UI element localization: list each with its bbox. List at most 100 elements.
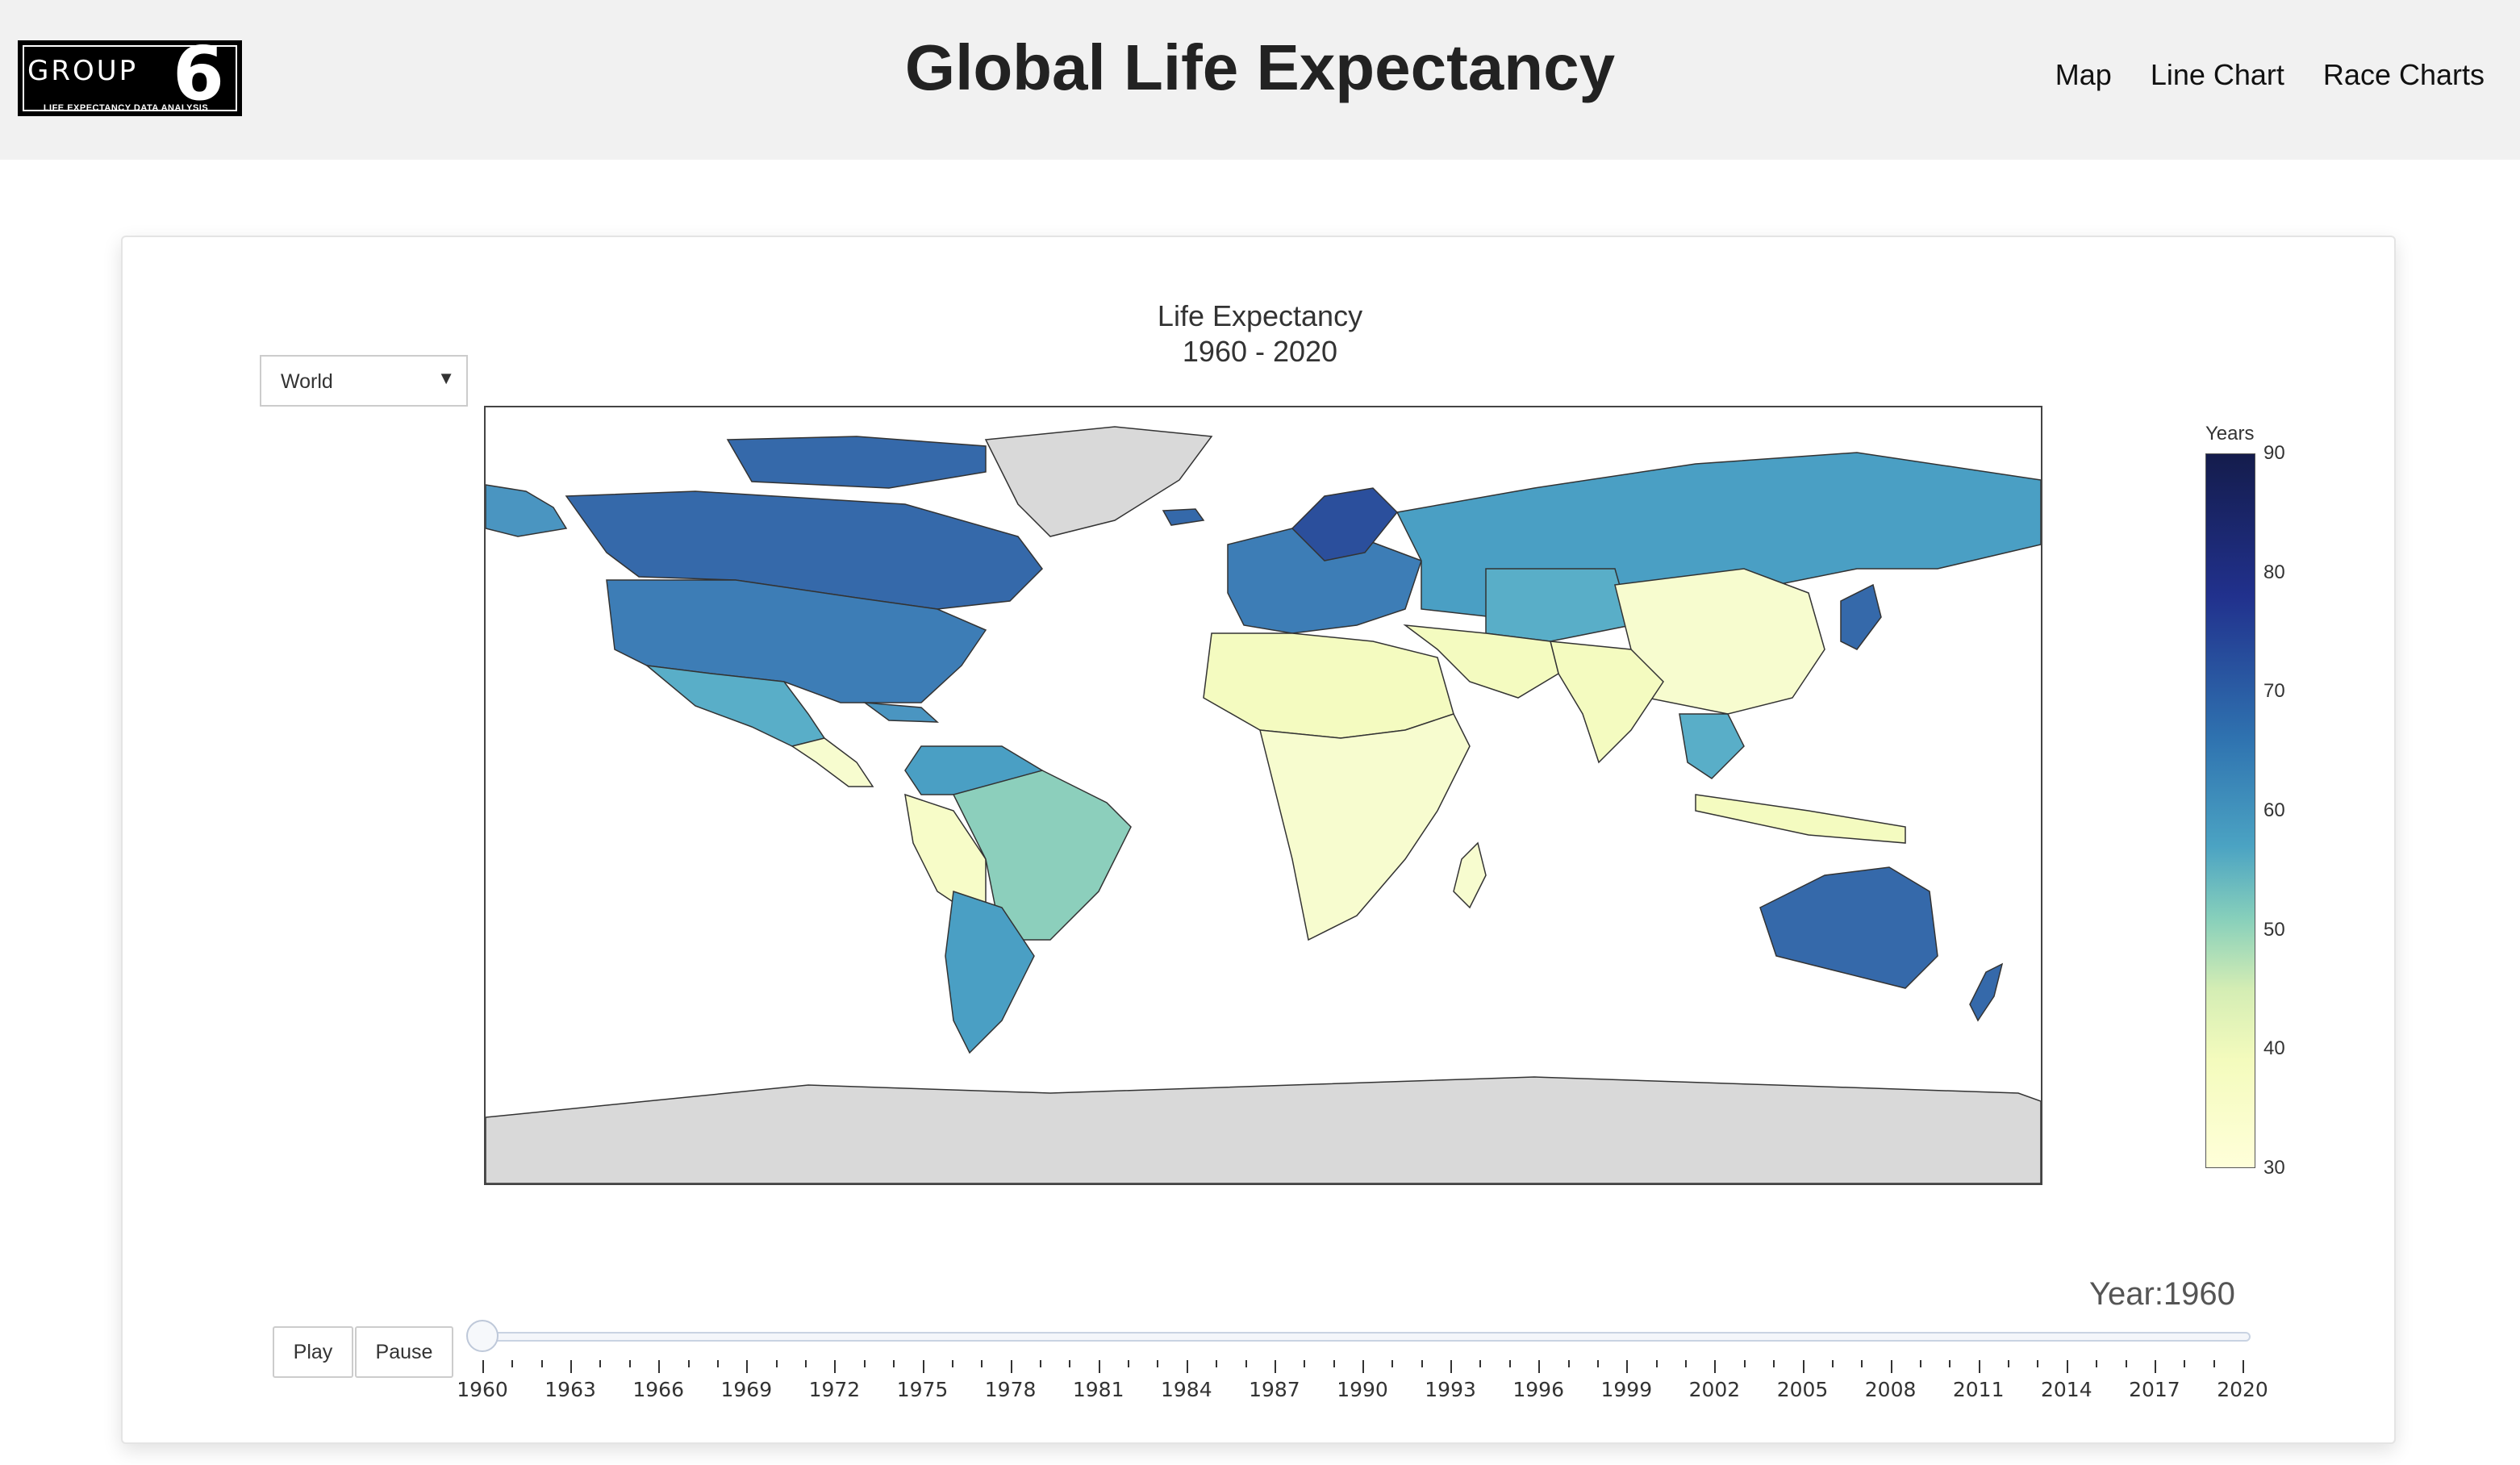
- slider-year-label[interactable]: 1981: [1072, 1378, 1124, 1401]
- slider-year-label[interactable]: 2017: [2129, 1378, 2180, 1401]
- slider-year-label[interactable]: 2002: [1688, 1378, 1741, 1401]
- slider-major-tick: [2154, 1360, 2156, 1373]
- colorbar-tick-label: 70: [2263, 680, 2285, 703]
- slider-minor-tick: [687, 1360, 690, 1367]
- slider-year-label[interactable]: 1966: [632, 1378, 684, 1401]
- slider-minor-tick: [1245, 1360, 1247, 1367]
- colorbar-tick-label: 40: [2263, 1037, 2285, 1060]
- slider-year-label[interactable]: 1960: [457, 1378, 508, 1401]
- madagascar-shape: [1453, 841, 1487, 909]
- slider-major-tick: [746, 1360, 749, 1373]
- slider-year-label[interactable]: 1984: [1160, 1378, 1212, 1401]
- slider-minor-tick: [1216, 1360, 1218, 1367]
- slider-minor-tick: [2184, 1360, 2186, 1367]
- slider-minor-tick: [2125, 1360, 2127, 1367]
- slider-minor-tick: [893, 1360, 895, 1367]
- region-dropdown[interactable]: World ▼: [260, 355, 468, 407]
- slider-year-label[interactable]: 1969: [720, 1378, 773, 1401]
- logo-frame: [23, 45, 237, 111]
- slider-year-label[interactable]: 2005: [1776, 1378, 1829, 1401]
- slider-major-tick: [1714, 1360, 1717, 1373]
- slider-year-label[interactable]: 2008: [1864, 1378, 1917, 1401]
- slider-year-label[interactable]: 2011: [1952, 1378, 2005, 1401]
- site-header: GROUP 6 LIFE EXPECTANCY DATA ANALYSIS Gl…: [0, 0, 2520, 160]
- slider-minor-tick: [1596, 1360, 1599, 1367]
- slider-year-label[interactable]: 1975: [896, 1378, 949, 1401]
- slider-year-label[interactable]: 1978: [984, 1378, 1037, 1401]
- slider-minor-tick: [1039, 1360, 1041, 1367]
- chevron-down-icon: ▼: [437, 368, 455, 388]
- slider-year-label[interactable]: 1996: [1512, 1378, 1564, 1401]
- play-button[interactable]: Play: [273, 1326, 353, 1378]
- slider-year-label[interactable]: 2014: [2040, 1378, 2092, 1401]
- slider-major-tick: [2243, 1360, 2244, 1373]
- slider-major-tick: [1802, 1360, 1804, 1373]
- australia-shape: [1759, 866, 1938, 989]
- slider-year-label[interactable]: 1987: [1249, 1378, 1300, 1401]
- slider-major-tick: [658, 1360, 661, 1373]
- slider-minor-tick: [1069, 1360, 1071, 1367]
- arctic-islands-shape: [726, 436, 987, 489]
- iceland-shape: [1162, 508, 1205, 526]
- canada-shape: [565, 490, 1043, 610]
- choropleth-map[interactable]: [484, 406, 2042, 1185]
- nav-link-line-chart[interactable]: Line Chart: [2150, 58, 2284, 91]
- slider-minor-tick: [863, 1360, 866, 1367]
- slider-major-tick: [1010, 1360, 1012, 1373]
- chart-title: Life Expectancy 1960 - 2020: [0, 298, 2520, 369]
- pause-button[interactable]: Pause: [355, 1326, 453, 1378]
- colorbar-tick-label: 50: [2263, 918, 2285, 941]
- slider-year-label[interactable]: 1963: [544, 1378, 596, 1401]
- caribbean-shape: [862, 702, 940, 723]
- slider-major-tick: [1274, 1360, 1276, 1373]
- slider-major-tick: [1098, 1360, 1100, 1373]
- africa-north-shape: [1203, 632, 1454, 739]
- slider-major-tick: [834, 1360, 837, 1373]
- slider-major-tick: [1978, 1360, 1980, 1373]
- slider-minor-tick: [1421, 1360, 1423, 1367]
- colorbar-tick-label: 90: [2263, 442, 2285, 464]
- slider-year-label[interactable]: 1972: [808, 1378, 861, 1401]
- year-slider-track[interactable]: [484, 1332, 2251, 1342]
- slider-major-tick: [1362, 1360, 1364, 1373]
- slider-minor-tick: [1831, 1360, 1834, 1367]
- slider-minor-tick: [1773, 1360, 1775, 1367]
- slider-major-tick: [922, 1360, 924, 1373]
- nav-link-race-charts[interactable]: Race Charts: [2322, 58, 2485, 91]
- slider-minor-tick: [599, 1360, 602, 1367]
- year-slider-handle[interactable]: [466, 1320, 499, 1352]
- greenland-shape: [984, 426, 1213, 537]
- colorbar-tick-label: 80: [2263, 561, 2285, 583]
- slider-major-tick: [1186, 1360, 1188, 1373]
- slider-year-label[interactable]: 1999: [1600, 1378, 1653, 1401]
- group6-logo[interactable]: GROUP 6 LIFE EXPECTANCY DATA ANALYSIS: [18, 31, 242, 117]
- slider-year-label[interactable]: 1990: [1337, 1378, 1388, 1401]
- central-america-shape: [791, 737, 874, 787]
- colorbar: [2205, 453, 2255, 1168]
- slider-major-tick: [1890, 1360, 1892, 1373]
- slider-year-label[interactable]: 2020: [2217, 1378, 2268, 1401]
- slider-minor-tick: [1157, 1360, 1159, 1367]
- alaska-shape: [486, 484, 568, 537]
- slider-minor-tick: [1508, 1360, 1511, 1367]
- slider-minor-tick: [775, 1360, 778, 1367]
- slider-year-label[interactable]: 1993: [1425, 1378, 1476, 1401]
- slider-minor-tick: [1949, 1360, 1951, 1367]
- slider-minor-tick: [1655, 1360, 1658, 1367]
- slider-major-tick: [1450, 1360, 1453, 1373]
- slider-minor-tick: [2008, 1360, 2010, 1367]
- slider-minor-tick: [805, 1360, 807, 1367]
- logo-number: 6: [173, 31, 225, 117]
- brazil-shape: [952, 770, 1132, 941]
- japan-shape: [1840, 583, 1882, 650]
- slider-minor-tick: [540, 1360, 543, 1367]
- nav-link-map[interactable]: Map: [2055, 58, 2112, 91]
- southeast-asia-shape: [1679, 713, 1745, 779]
- current-year-label: Year:1960: [2089, 1276, 2235, 1312]
- slider-major-tick: [1538, 1360, 1541, 1373]
- central-asia-shape: [1485, 568, 1632, 642]
- colorbar-tick-label: 60: [2263, 799, 2285, 821]
- slider-minor-tick: [1391, 1360, 1394, 1367]
- chart-title-main: Life Expectancy: [1157, 299, 1363, 332]
- slider-major-tick: [1626, 1360, 1629, 1373]
